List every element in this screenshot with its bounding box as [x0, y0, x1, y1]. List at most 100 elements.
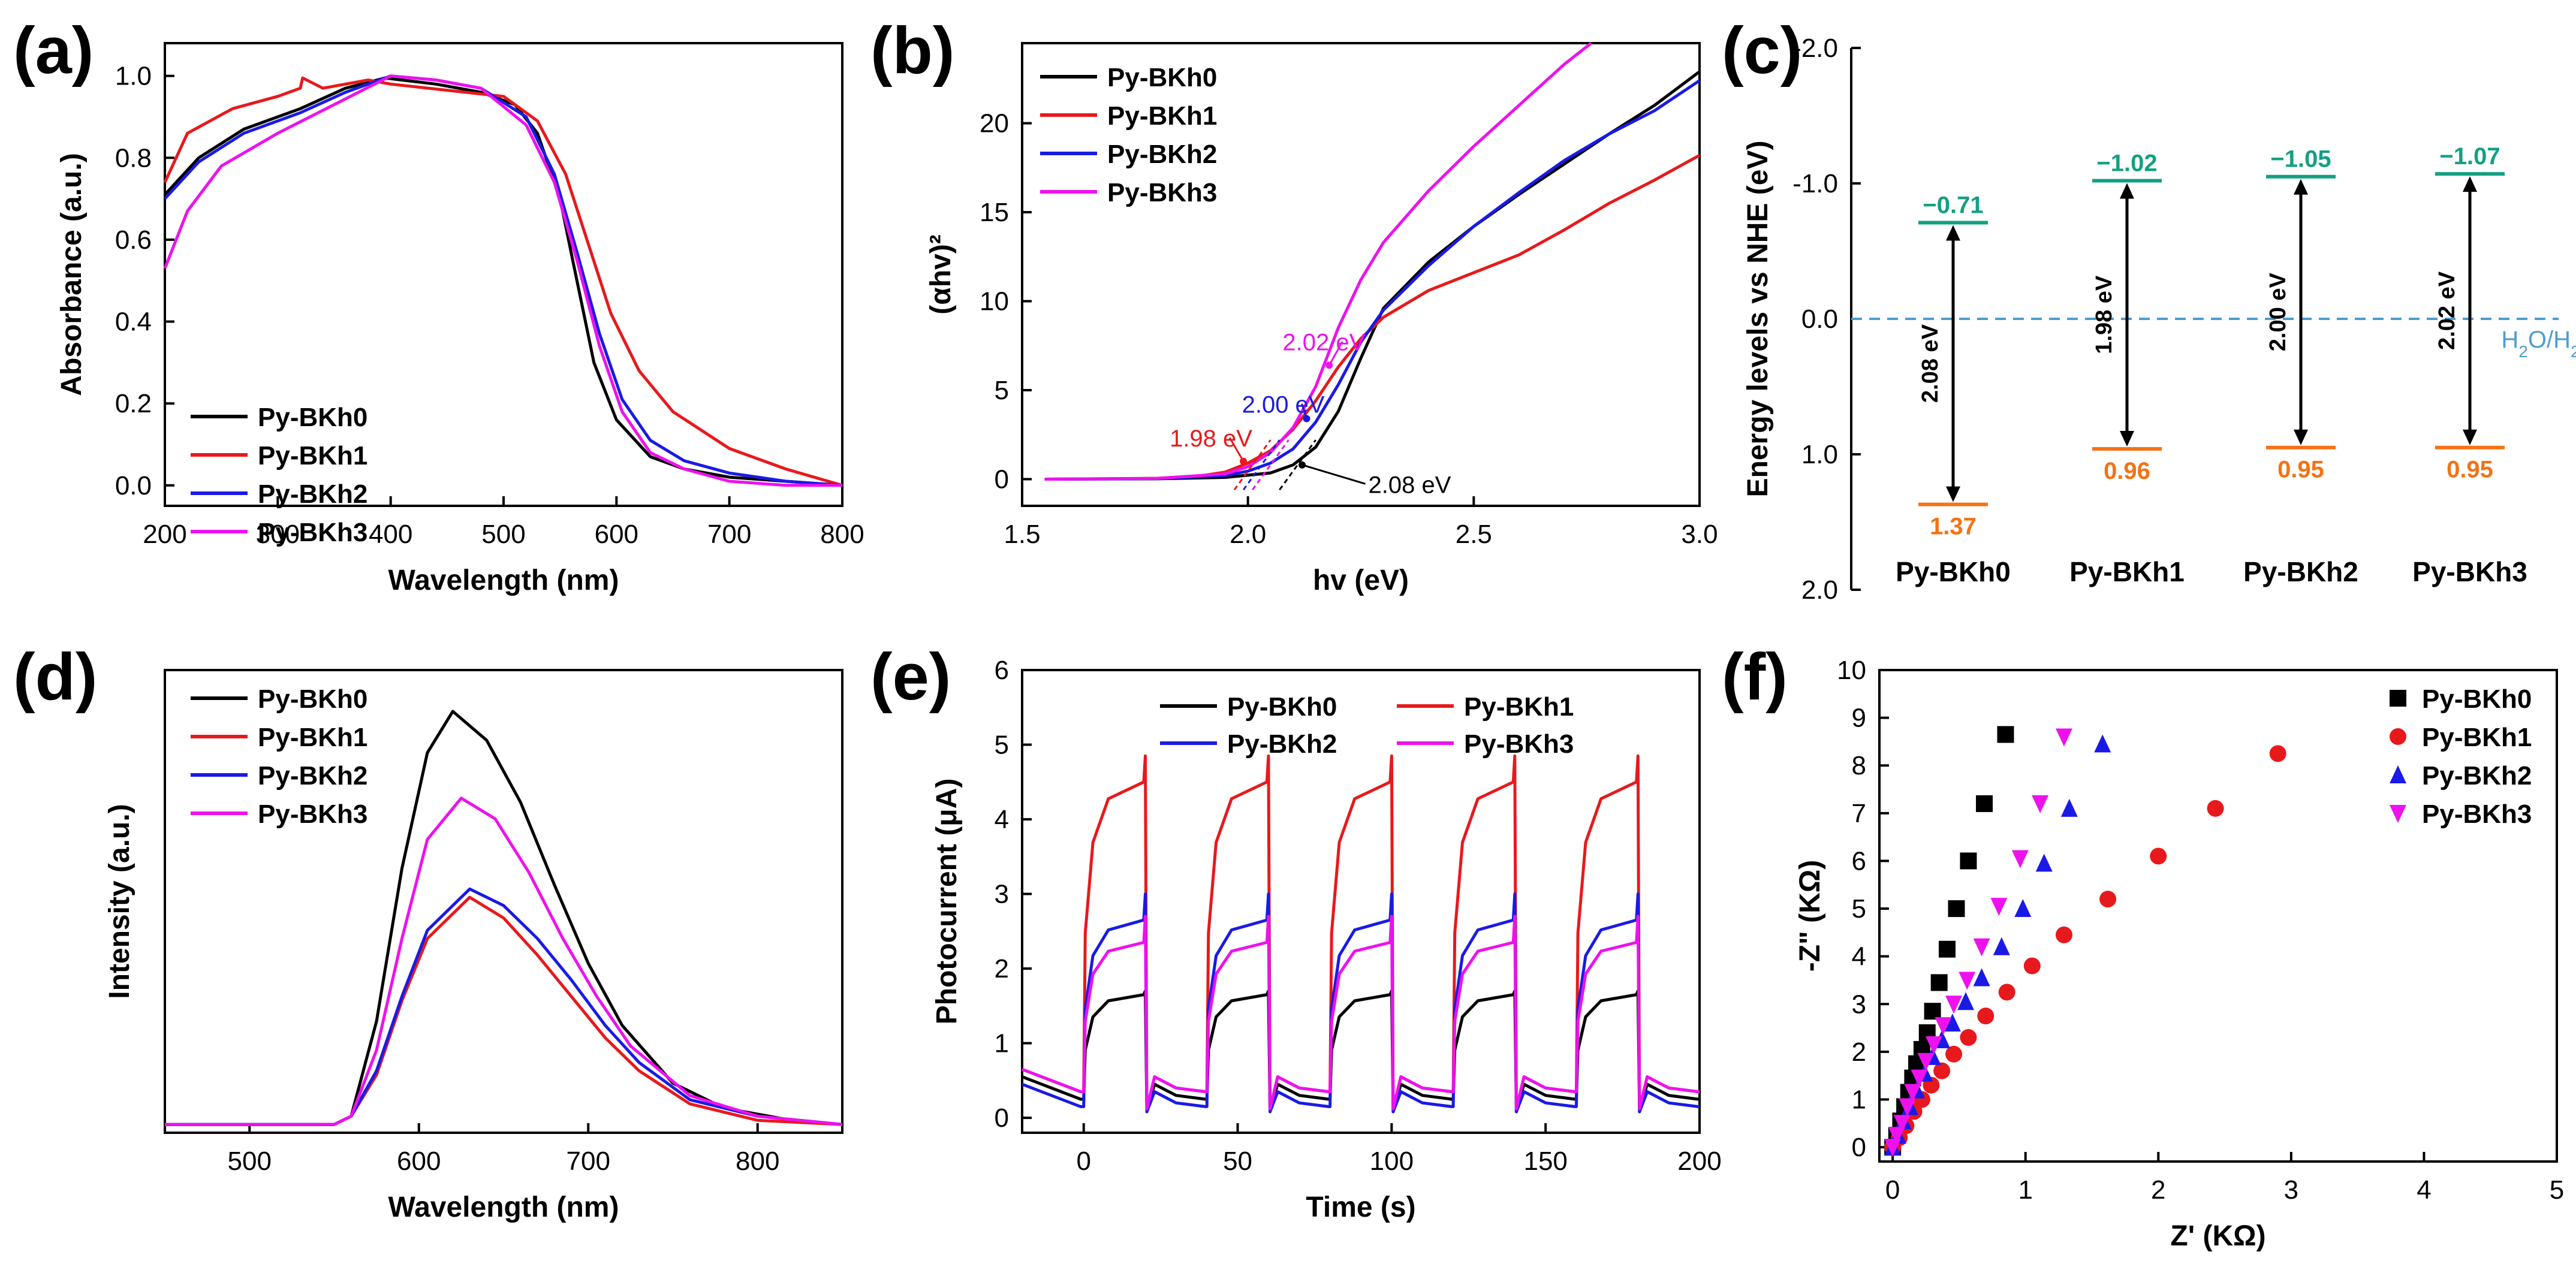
- chart-c-lumo-label: −1.05: [2270, 146, 2331, 173]
- chart-f-point-Py-BKh3: [1990, 898, 2008, 916]
- chart-c-ylabel: Energy levels vs NHE (eV): [1742, 141, 1774, 497]
- chart-f-point-Py-BKh3: [1945, 995, 1963, 1014]
- chart-b-ylabel: (αhv)²: [925, 234, 957, 314]
- chart-a-ytick-label: 0.8: [115, 143, 152, 173]
- chart-b-annotation-arrow: [1328, 341, 1343, 366]
- chart-d-series-Py-BKh0: [165, 710, 843, 1126]
- chart-f-xtick-label: 3: [2284, 1175, 2298, 1205]
- chart-e-xtick-label: 150: [1523, 1147, 1567, 1176]
- chart-c-ytick-label: 1.0: [1801, 440, 1838, 469]
- chart-a-xtick-label: 300: [256, 520, 300, 549]
- chart-a-xlabel: Wavelength (nm): [388, 565, 619, 596]
- chart-b: 1.5 2.0 2.5 3.0 0 5 10 15 20 hv (eV) (αhv)² 2.08 eV…: [925, 42, 1718, 596]
- chart-f-point-Py-BKh1: [2269, 745, 2286, 762]
- chart-f-point-Py-BKh1: [2207, 800, 2224, 817]
- chart-f-legend-marker: [2390, 805, 2406, 823]
- chart-f-point-Py-BKh0: [1960, 852, 1977, 870]
- chart-f-point-Py-BKh0: [1976, 795, 1993, 812]
- chart-c-category-label: Py-BKh3: [2412, 556, 2527, 587]
- chart-b-xlabel: hv (eV): [1313, 565, 1409, 596]
- chart-d-series-Py-BKh2: [165, 887, 843, 1126]
- chart-f-point-Py-BKh3: [1893, 1115, 1911, 1133]
- chart-c-ytick-label: 0.0: [1801, 304, 1838, 334]
- chart-c-lumo-label: −1.07: [2439, 143, 2500, 170]
- chart-b-legend-label: Py-BKh3: [1107, 178, 1217, 207]
- chart-f-point-Py-BKh0: [1997, 726, 2014, 743]
- chart-b-annotation-arrow: [1228, 437, 1245, 462]
- chart-e-series-Py-BKh0: [1022, 989, 1700, 1112]
- chart-f-point-Py-BKh0: [1939, 940, 1956, 958]
- chart-f-ytick-label: 10: [1837, 656, 1866, 685]
- chart-b-xtick-label: 2.5: [1456, 520, 1492, 549]
- chart-e-ytick-label: 5: [995, 731, 1009, 760]
- panel-label-b: (b): [870, 14, 955, 88]
- chart-f-point-Py-BKh3: [1888, 1127, 1905, 1145]
- chart-b-annotation-label: 2.00 eV: [1242, 392, 1325, 418]
- panel-label-f: (f): [1722, 640, 1788, 714]
- chart-f-point-Py-BKh2: [1973, 968, 1990, 987]
- chart-b-tangent: [1279, 439, 1316, 491]
- chart-f-point-Py-BKh1: [2023, 957, 2041, 975]
- chart-f-ytick-label: 2: [1852, 1037, 1866, 1067]
- chart-c-homo-label: 0.95: [2277, 457, 2324, 483]
- chart-f-point-Py-BKh3: [2011, 850, 2029, 868]
- chart-f-xtick-label: 5: [2550, 1175, 2564, 1205]
- chart-e-ytick-label: 4: [995, 805, 1009, 834]
- chart-e-xtick-label: 100: [1370, 1147, 1414, 1176]
- chart-e-legend-label: Py-BKh0: [1227, 692, 1337, 722]
- chart-c-arrowhead: [2120, 430, 2134, 447]
- chart-f-xlabel: Z' (KΩ): [2170, 1220, 2265, 1252]
- panel-label-c: (c): [1722, 14, 1803, 88]
- chart-f-xtick-label: 4: [2417, 1175, 2431, 1205]
- chart-b-series-Py-BKh0: [1044, 70, 1701, 481]
- chart-d-legend-label: Py-BKh2: [258, 761, 367, 791]
- chart-d-xtick-label: 800: [736, 1147, 779, 1176]
- chart-c-arrowhead: [1946, 486, 1960, 502]
- chart-f-xtick-label: 2: [2151, 1175, 2165, 1205]
- chart-a-series-Py-BKh1: [163, 76, 843, 487]
- chart-d-legend-label: Py-BKh3: [258, 800, 367, 829]
- chart-c-category-label: Py-BKh0: [1896, 556, 2011, 587]
- chart-f-point-Py-BKh3: [1911, 1069, 1928, 1088]
- chart-c-homo-label: 0.95: [2447, 457, 2493, 483]
- chart-c-gap-label: 2.00 eV: [2265, 273, 2291, 352]
- chart-f-point-Py-BKh1: [1960, 1029, 1977, 1046]
- chart-f-xtick-label: 1: [2018, 1175, 2032, 1205]
- chart-f-point-Py-BKh1: [1998, 984, 2015, 1001]
- chart-e-ytick-label: 3: [995, 880, 1009, 909]
- chart-b-ytick-label: 15: [980, 198, 1009, 227]
- chart-a: 200 300 400 500 600 700 800 0.0 0.2 0.4 0.6 0.8 1.0 W…: [56, 42, 864, 596]
- chart-e-xtick-label: 200: [1677, 1147, 1721, 1176]
- chart-f-point-Py-BKh0: [1930, 974, 1948, 991]
- chart-b-annotation-tip: [1240, 457, 1248, 465]
- chart-e: 0 50 100 150 200 0 1 2 3 4 5 6 Time (s) Photocurrent …: [931, 656, 1722, 1223]
- chart-e-frame: [1021, 669, 1701, 1134]
- chart-e-legend-label: Py-BKh1: [1464, 692, 1574, 722]
- chart-c-gap-label: 2.02 eV: [2435, 271, 2460, 350]
- chart-d-xlabel: Wavelength (nm): [388, 1191, 619, 1223]
- chart-f-ytick-label: 8: [1852, 751, 1866, 780]
- chart-f-point-Py-BKh1: [1977, 1007, 1994, 1025]
- chart-f-point-Py-BKh1: [2099, 891, 2117, 908]
- chart-c-arrowhead: [1946, 225, 1960, 241]
- chart-b-ytick-label: 5: [995, 376, 1009, 405]
- chart-f-legend-label: Py-BKh0: [2422, 684, 2532, 714]
- chart-a-series-Py-BKh2: [164, 74, 843, 487]
- chart-c-arrowhead: [2120, 183, 2134, 199]
- chart-d-series-Py-BKh3: [165, 797, 843, 1126]
- chart-a-series-Py-BKh3: [163, 74, 842, 487]
- chart-c-category-label: Py-BKh1: [2069, 556, 2185, 587]
- chart-f-ytick-label: 1: [1852, 1085, 1866, 1115]
- chart-a-ytick-label: 0.0: [115, 471, 152, 500]
- chart-f-point-Py-BKh2: [2014, 899, 2032, 918]
- chart-b-tangent: [1251, 439, 1289, 491]
- chart-a-xtick-label: 700: [707, 520, 751, 549]
- chart-b-annotation-label: 2.02 eV: [1282, 330, 1365, 356]
- panel-label-d: (d): [13, 640, 98, 714]
- chart-e-ytick-label: 1: [995, 1029, 1009, 1058]
- chart-e-legend-label: Py-BKh2: [1227, 729, 1337, 759]
- chart-f-xtick-label: 0: [1885, 1175, 1900, 1205]
- chart-d-legend-label: Py-BKh0: [258, 684, 367, 714]
- chart-a-ytick-label: 0.4: [115, 307, 152, 337]
